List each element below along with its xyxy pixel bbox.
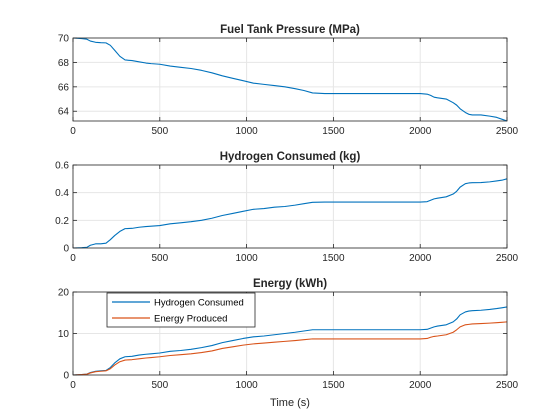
x-tick-label: 0 bbox=[70, 380, 76, 391]
x-tick-label: 2000 bbox=[409, 380, 432, 391]
plot-area bbox=[73, 165, 507, 248]
axes-box bbox=[72, 37, 508, 122]
x-tick-label: 2500 bbox=[496, 126, 519, 137]
y-tick-label: 0.4 bbox=[55, 188, 69, 199]
axes-box bbox=[72, 164, 508, 249]
y-tick-label: 20 bbox=[58, 288, 70, 299]
legend-box bbox=[106, 292, 256, 328]
subplot-1: 0 500 1000 1500 2000 2500 64 66 68 70 Fuel Tank Pr… bbox=[58, 24, 519, 137]
x-tick-label: 0 bbox=[70, 126, 76, 137]
y-tick-label: 10 bbox=[58, 329, 70, 340]
y-tick-label: 70 bbox=[58, 34, 70, 45]
series-line-1 bbox=[72, 37, 508, 122]
x-tick-label: 1500 bbox=[322, 253, 345, 264]
y-tick-label: 0.2 bbox=[55, 216, 69, 227]
x-tick-label: 2000 bbox=[409, 126, 432, 137]
x-tick-label: 500 bbox=[151, 253, 168, 264]
x-tick-label: 500 bbox=[151, 380, 168, 391]
x-tick-label: 1000 bbox=[235, 380, 258, 391]
x-tick-label: 500 bbox=[151, 126, 168, 137]
chart-title: Hydrogen Consumed (kg) bbox=[220, 151, 361, 163]
series-line-1 bbox=[72, 178, 508, 249]
chart-title: Energy (kWh) bbox=[253, 278, 327, 290]
x-tick-label: 2500 bbox=[496, 253, 519, 264]
chart-title: Fuel Tank Pressure (MPa) bbox=[220, 24, 360, 36]
series-line-1 bbox=[72, 306, 508, 376]
x-tick-label: 0 bbox=[70, 253, 76, 264]
x-tick-label: 1500 bbox=[322, 126, 345, 137]
subplot-2: 0 500 1000 1500 2000 2500 0 0.2 0.4 0.6 Hydrogen C… bbox=[55, 151, 518, 264]
x-tick-label: 1500 bbox=[322, 380, 345, 391]
x-tick-label: 2500 bbox=[496, 380, 519, 391]
y-tick-label: 66 bbox=[58, 82, 70, 93]
x-tick-label: 1000 bbox=[235, 253, 258, 264]
legend-label-2: Energy Produced bbox=[154, 314, 227, 325]
y-tick-label: 68 bbox=[58, 58, 70, 69]
subplot-3: 0 500 1000 1500 2000 2500 0 10 20 Energy (kWh) Tim… bbox=[58, 278, 519, 409]
y-tick-label: 0 bbox=[63, 244, 69, 255]
x-tick-label: 2000 bbox=[409, 253, 432, 264]
y-tick-label: 0 bbox=[63, 371, 69, 382]
x-axis-label: Time (s) bbox=[270, 397, 310, 409]
y-tick-label: 0.6 bbox=[55, 161, 69, 172]
y-tick-label: 64 bbox=[58, 107, 70, 118]
series-line-2 bbox=[72, 321, 508, 376]
x-tick-label: 1000 bbox=[235, 126, 258, 137]
plot-area bbox=[73, 38, 507, 121]
legend-label-1: Hydrogen Consumed bbox=[154, 298, 244, 309]
legend: Hydrogen Consumed Energy Produced bbox=[106, 292, 256, 328]
